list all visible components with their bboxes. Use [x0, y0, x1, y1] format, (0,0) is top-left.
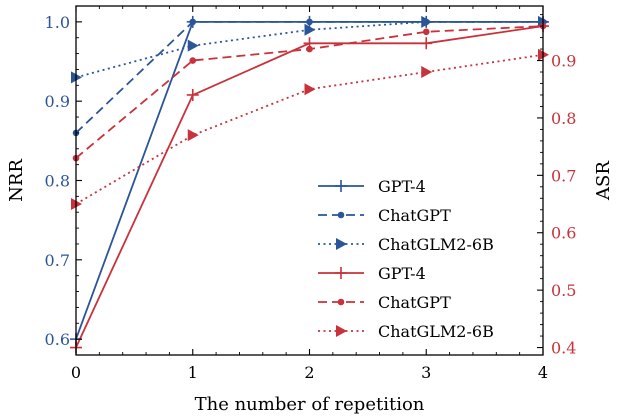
legend-marker-1	[337, 211, 345, 219]
series-3-point-3	[420, 37, 433, 50]
axes: 0 1 2 3 4 0.6 0.7 0.8 0.9 1.0 0.4 0.5 0.6 0.7 0.8 0.9	[45, 5, 576, 382]
legend-marker-3	[335, 267, 347, 279]
legend-label-5: ChatGLM2-6B	[378, 322, 494, 341]
x-axis-label: The number of repetition	[195, 394, 425, 415]
legend-label-2: ChatGLM2-6B	[378, 235, 494, 254]
series-line-5	[75, 53, 544, 205]
left-y-tick-label-1: 0.7	[45, 251, 70, 270]
left-y-axis-label: NRR	[6, 159, 27, 202]
right-y-tick-label-2: 0.6	[551, 224, 576, 243]
series-5-point-2	[304, 83, 316, 96]
series-1-point-2	[306, 18, 313, 26]
series-line-3	[75, 25, 544, 348]
series-2-point-1	[187, 39, 199, 52]
plot-area	[70, 15, 549, 354]
series-4-point-2	[306, 45, 313, 53]
right-y-tick-label-0: 0.4	[551, 339, 576, 358]
left-y-tick-label-0: 0.6	[45, 330, 70, 349]
series-2-point-3	[421, 15, 433, 28]
legend-label-0: GPT-4	[378, 177, 426, 196]
right-y-axis-label: ASR	[593, 161, 614, 201]
left-y-tick-label-4: 1.0	[45, 13, 70, 32]
legend-label-3: GPT-4	[378, 264, 426, 283]
x-tick-label-4: 4	[538, 363, 548, 382]
legend: GPT-4 ChatGPT ChatGLM2-6B GPT-4 ChatGPT ChatG…	[318, 177, 494, 341]
legend-marker-2	[336, 238, 347, 250]
series-4-point-3	[422, 28, 430, 36]
series-line-0	[75, 21, 543, 340]
x-tick-label-0: 0	[71, 363, 81, 382]
series-4-point-1	[189, 57, 197, 64]
x-tick-label-1: 1	[188, 363, 198, 382]
series-5-point-3	[421, 66, 433, 79]
series-1-point-1	[189, 18, 197, 26]
right-y-tick-label-5: 0.9	[551, 52, 576, 71]
series-3-point-1	[186, 88, 199, 101]
series-5-point-1	[187, 129, 199, 142]
legend-label-1: ChatGPT	[378, 206, 451, 225]
left-y-tick-label-3: 0.9	[45, 92, 70, 111]
right-y-tick-label-4: 0.8	[551, 109, 576, 128]
legend-marker-5	[336, 325, 347, 337]
legend-marker-4	[337, 298, 345, 306]
x-tick-label-3: 3	[421, 363, 431, 382]
right-y-tick-label-1: 0.5	[551, 281, 576, 300]
series-2-point-2	[304, 23, 316, 36]
x-tick-label-2: 2	[304, 363, 314, 382]
legend-marker-0	[335, 180, 347, 192]
right-y-tick-label-3: 0.7	[551, 166, 576, 185]
left-y-tick-label-2: 0.8	[45, 172, 70, 191]
legend-label-4: ChatGPT	[378, 293, 451, 312]
